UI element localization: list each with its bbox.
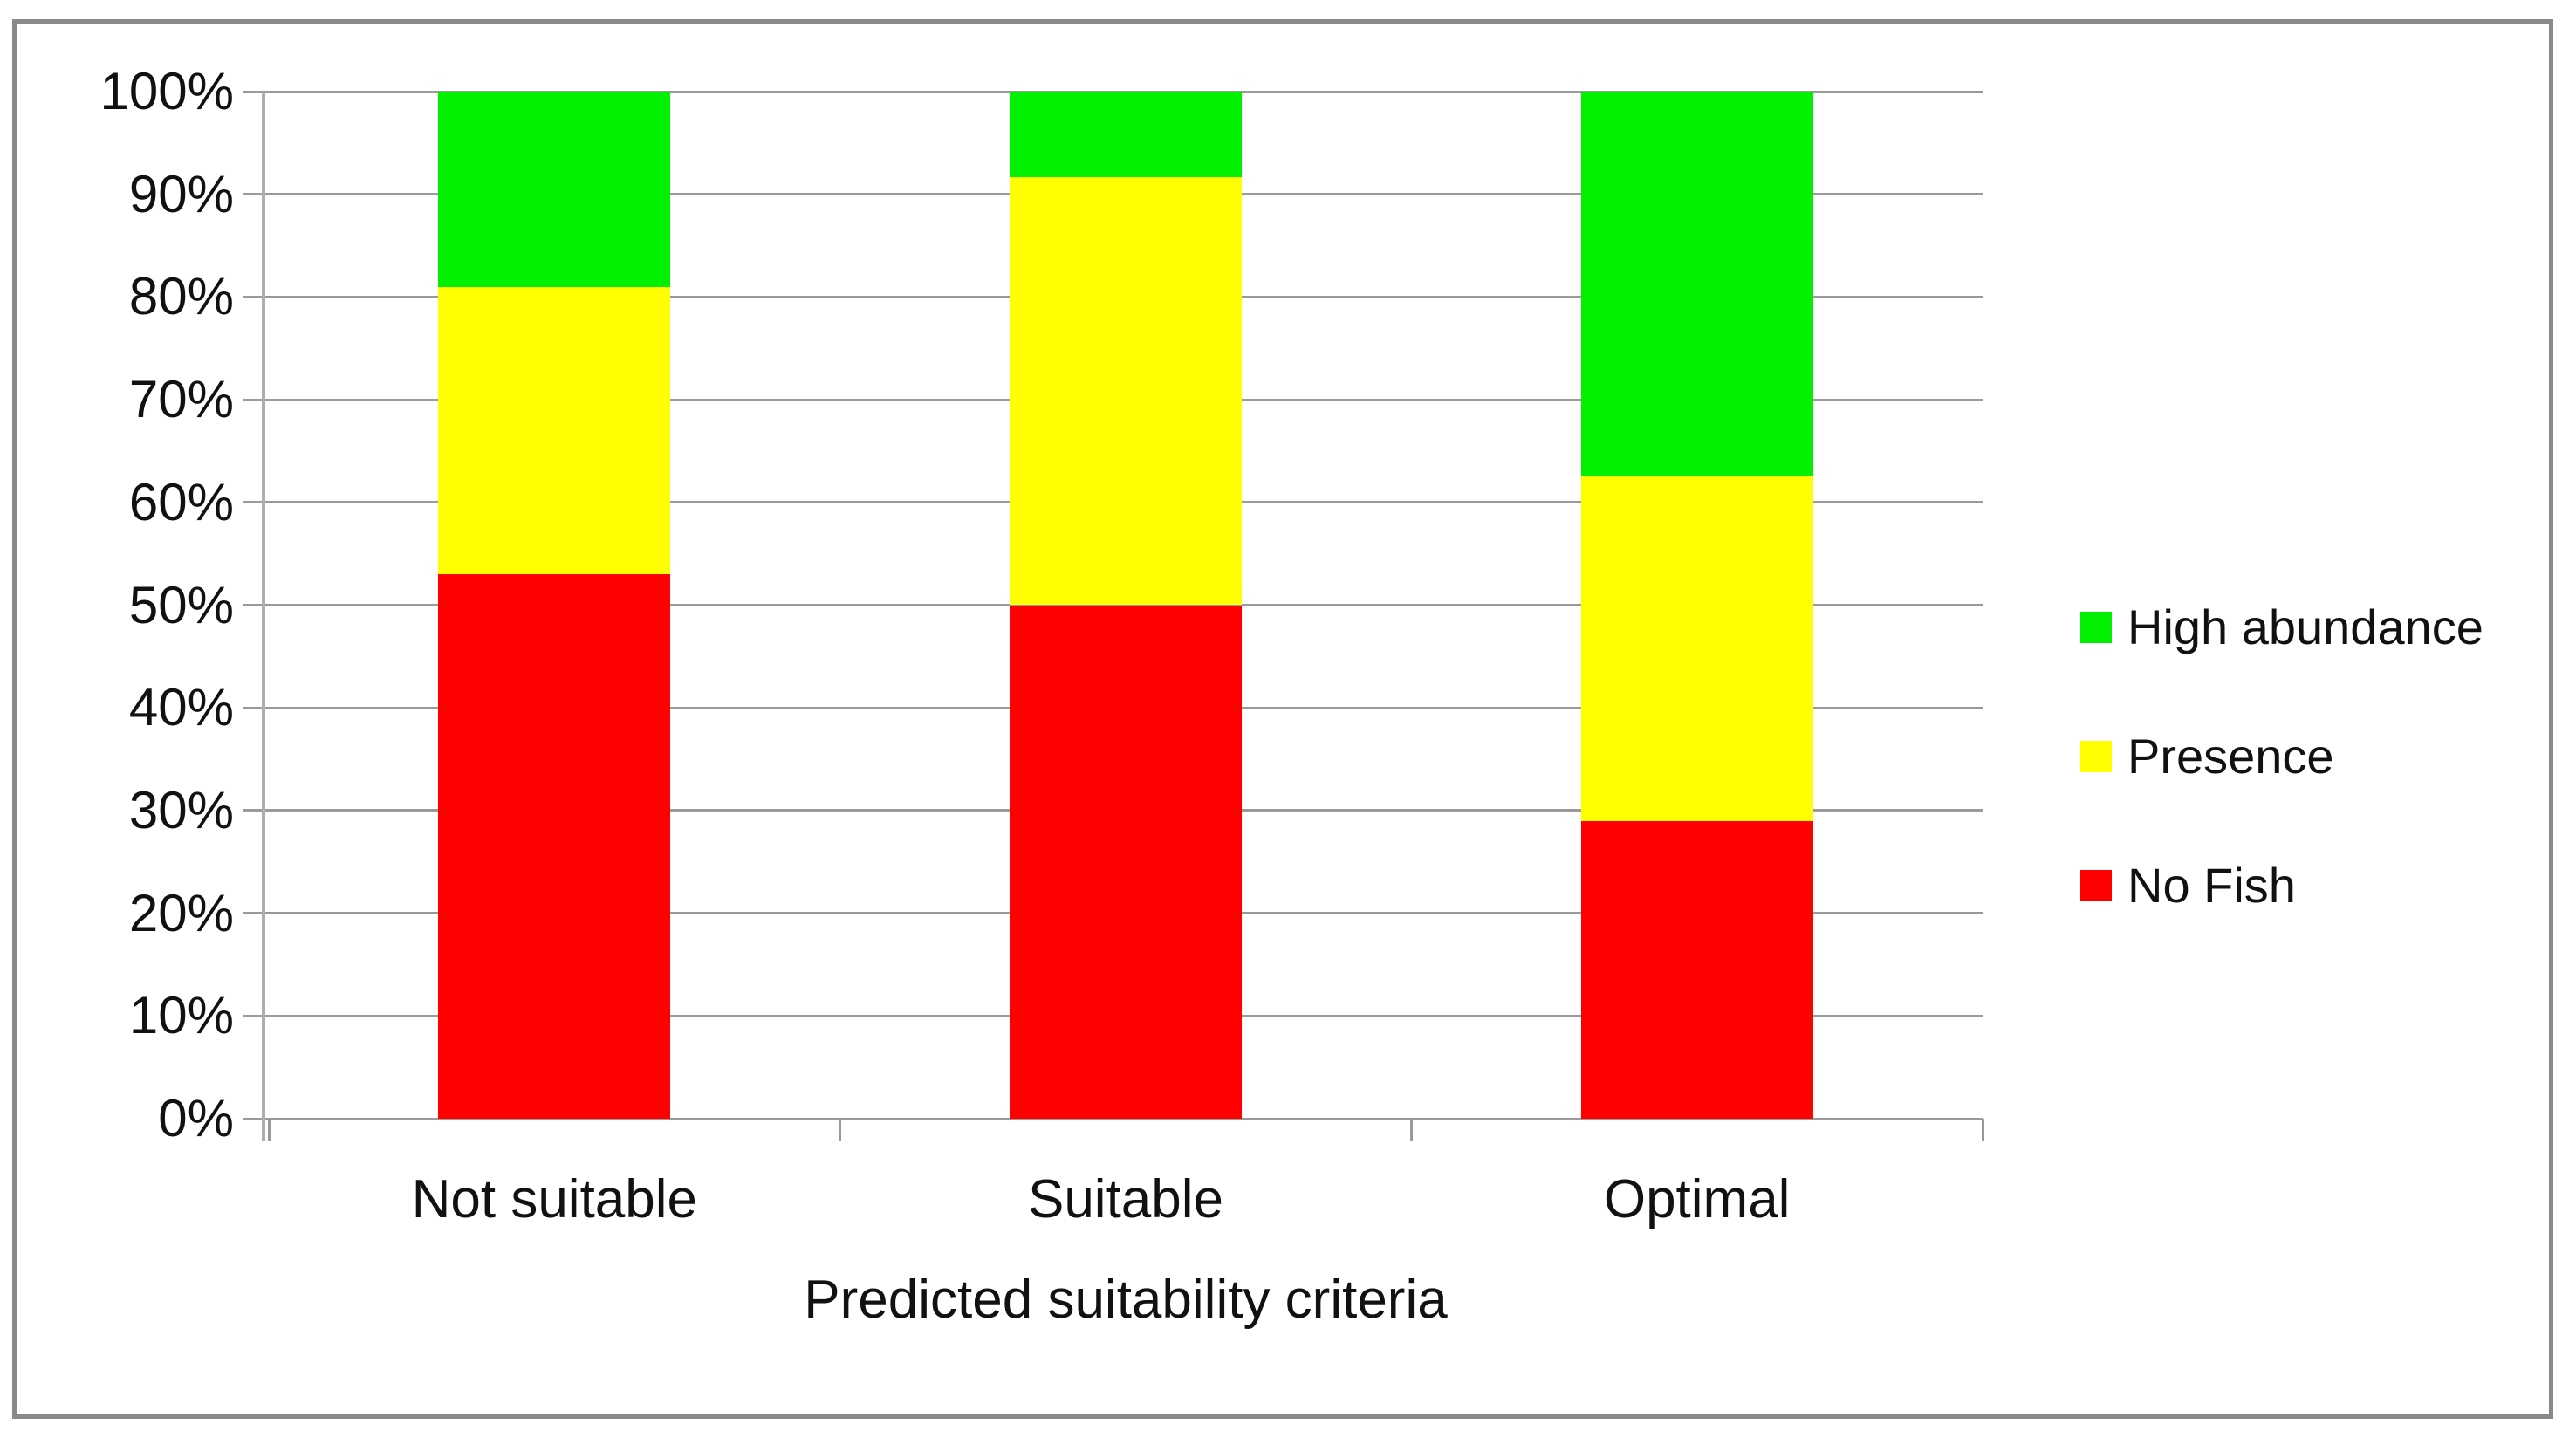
legend-label: High abundance bbox=[2127, 599, 2484, 654]
x-category-label: Not suitable bbox=[411, 1169, 698, 1229]
y-gridline bbox=[243, 1117, 1983, 1120]
y-tick-label: 70% bbox=[128, 370, 234, 429]
legend-swatch-no-fish bbox=[2080, 870, 2112, 901]
x-axis-tick bbox=[267, 1119, 271, 1141]
y-tick-label: 90% bbox=[128, 164, 234, 223]
bar-not-suitable-presence bbox=[438, 286, 671, 575]
bar-optimal-high-abundance bbox=[1580, 92, 1813, 477]
bar-optimal-presence bbox=[1580, 476, 1813, 821]
legend-item-no-fish: No Fish bbox=[2080, 851, 2296, 921]
x-category-label: Suitable bbox=[1027, 1169, 1224, 1229]
y-tick-label: 0% bbox=[158, 1089, 234, 1147]
x-axis-tick bbox=[839, 1119, 842, 1141]
y-tick-label: 40% bbox=[128, 678, 234, 737]
x-axis-tick bbox=[1409, 1119, 1413, 1141]
y-tick-label: 10% bbox=[128, 986, 234, 1045]
x-category-label: Optimal bbox=[1603, 1169, 1791, 1229]
y-tick-label: 80% bbox=[128, 267, 234, 326]
y-tick-label: 60% bbox=[128, 472, 234, 531]
bar-not-suitable-no-fish bbox=[438, 574, 671, 1119]
bar-suitable-high-abundance bbox=[1010, 92, 1242, 177]
bar-suitable-no-fish bbox=[1010, 605, 1242, 1119]
x-axis-tick bbox=[1981, 1119, 1984, 1141]
legend-item-high-abundance: High abundance bbox=[2080, 592, 2484, 662]
y-tick-label: 20% bbox=[128, 883, 234, 942]
bar-suitable-presence bbox=[1010, 176, 1242, 606]
legend-label: No Fish bbox=[2127, 858, 2296, 913]
y-tick-label: 50% bbox=[128, 575, 234, 634]
y-tick-label: 100% bbox=[99, 62, 234, 120]
legend-item-presence: Presence bbox=[2080, 722, 2334, 791]
legend-swatch-presence bbox=[2080, 741, 2112, 772]
legend-swatch-high-abundance bbox=[2080, 612, 2112, 643]
bar-optimal-no-fish bbox=[1580, 820, 1813, 1119]
x-axis-title: Predicted suitability criteria bbox=[804, 1270, 1448, 1330]
bar-not-suitable-high-abundance bbox=[438, 92, 671, 287]
legend-label: Presence bbox=[2127, 729, 2334, 784]
y-axis-line bbox=[262, 92, 265, 1141]
y-tick-label: 30% bbox=[128, 780, 234, 839]
chart-outer-border bbox=[12, 19, 2553, 1419]
